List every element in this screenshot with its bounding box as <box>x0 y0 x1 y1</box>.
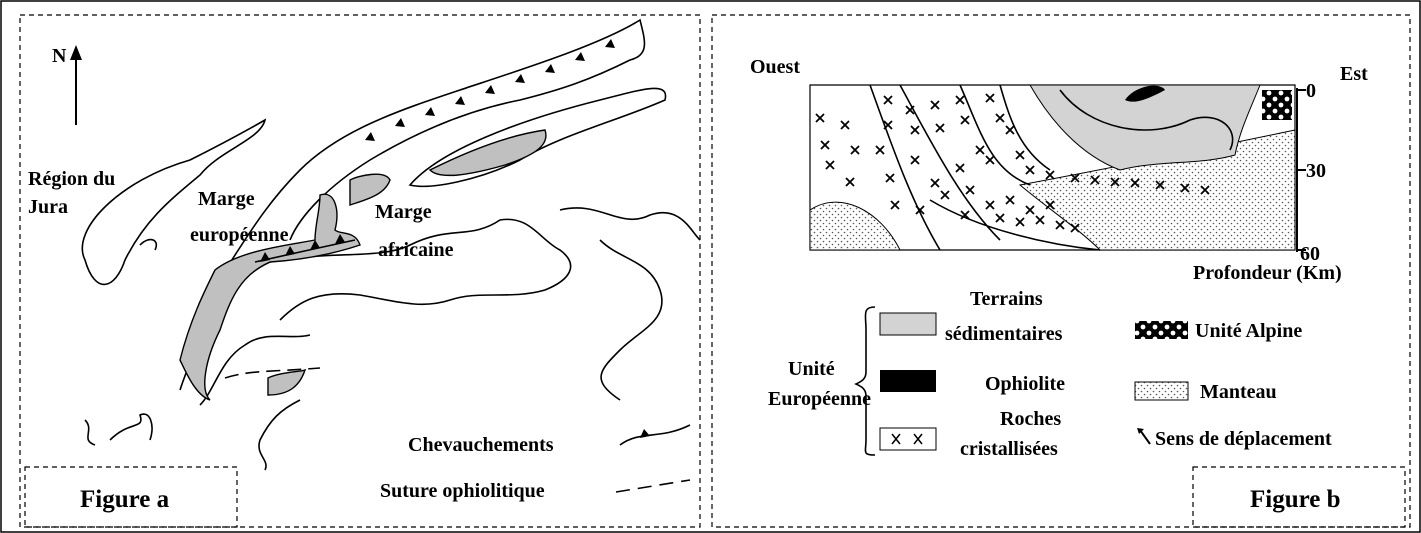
legend-label: Terrains <box>970 288 1043 310</box>
region-label: Marge <box>375 201 432 223</box>
figure-b: Figure b Ouest Est 0 30 60 Profondeur (K… <box>712 15 1410 527</box>
legend-label: Roches <box>1000 408 1061 430</box>
legend-swatch <box>880 428 936 450</box>
east-label: Est <box>1340 63 1368 85</box>
alpine-unit <box>1262 90 1292 120</box>
group-label: Européenne <box>768 388 871 410</box>
depth-tick-label: 0 <box>1306 80 1316 102</box>
group-label: Unité <box>788 358 835 380</box>
north-arrowhead <box>70 45 82 60</box>
legend-thrust-tooth <box>640 429 650 438</box>
legend-label: Sens de déplacement <box>1155 428 1332 450</box>
legend-label: Manteau <box>1200 381 1277 403</box>
west-label: Ouest <box>750 56 800 78</box>
thrust-teeth <box>260 39 615 262</box>
legend-swatch <box>880 313 936 335</box>
legend-label: Suture ophiolitique <box>380 480 545 502</box>
legend-label: Ophiolite <box>985 373 1065 395</box>
legend-label: Unité Alpine <box>1195 320 1302 342</box>
legend-label: sédimentaires <box>945 323 1063 345</box>
region-label: Jura <box>28 196 68 218</box>
legend-arrow <box>1140 430 1150 444</box>
legend-label: Chevauchements <box>408 434 554 456</box>
caption: Figure b <box>1250 486 1341 513</box>
outline <box>140 240 156 250</box>
legend-suture <box>616 480 690 492</box>
depth-label: Profondeur (Km) <box>1193 262 1342 284</box>
legend-swatch <box>1135 382 1188 400</box>
legend-swatch <box>1135 321 1188 339</box>
outline <box>259 400 300 470</box>
legend-thrust <box>620 425 690 445</box>
ophiolite-patch <box>268 370 305 395</box>
region-label: Région du <box>28 168 115 190</box>
brace <box>856 307 875 455</box>
region-label: européenne <box>190 224 289 246</box>
depth-tick-label: 30 <box>1306 160 1326 182</box>
region-label: africaine <box>378 239 454 261</box>
region-label: Marge <box>198 188 255 210</box>
north-label: N <box>52 45 67 67</box>
outline <box>560 208 700 240</box>
page: Figure a N Région du Jura Marge européen… <box>0 0 1421 533</box>
outline <box>600 240 662 400</box>
panel-frame <box>20 15 700 527</box>
outline <box>85 414 152 445</box>
figure-a: Figure a N Région du Jura Marge européen… <box>20 15 700 527</box>
caption: Figure a <box>80 486 170 513</box>
legend-label: cristallisées <box>960 438 1058 460</box>
legend-swatch <box>880 370 936 392</box>
